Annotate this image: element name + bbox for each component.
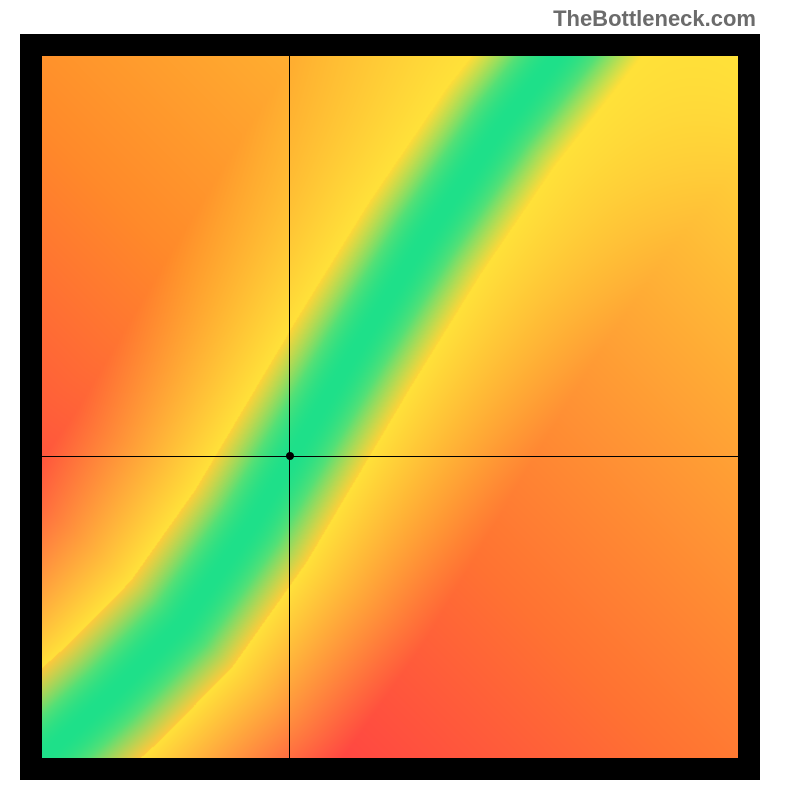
crosshair-marker [286,452,294,460]
plot-border-left [20,34,42,780]
plot-area [42,56,738,758]
plot-border-top [20,34,760,56]
watermark-text: TheBottleneck.com [553,6,756,32]
bottleneck-heatmap [42,56,738,758]
crosshair-vertical [289,56,290,758]
plot-border-right [738,34,760,780]
crosshair-horizontal [42,456,738,457]
plot-border-bottom [20,758,760,780]
